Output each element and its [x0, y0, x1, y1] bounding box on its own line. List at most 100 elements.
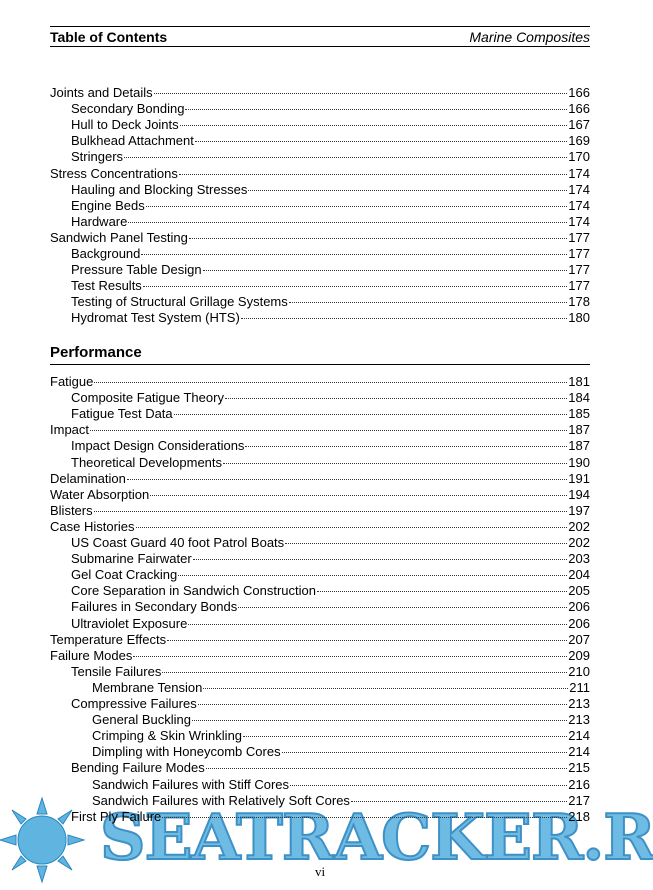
entry-title: Membrane Tension	[92, 679, 203, 695]
dot-leader	[288, 302, 568, 304]
dot-leader	[150, 494, 568, 496]
toc-entry: Composite Fatigue Theory 184	[50, 390, 590, 406]
dot-leader	[224, 398, 568, 400]
entry-page: 177	[568, 246, 590, 261]
entry-title: Fatigue	[50, 374, 94, 389]
entry-page: 197	[568, 502, 590, 518]
section-heading: Performance	[50, 344, 142, 361]
entry-page: 213	[568, 696, 590, 711]
dot-leader	[192, 559, 568, 561]
entry-title: Stress Concentrations	[50, 165, 178, 181]
toc-entry: Compressive Failures 213	[50, 696, 590, 712]
entry-page: 178	[568, 294, 590, 310]
dot-leader	[243, 736, 568, 738]
entry-page: 204	[568, 567, 590, 583]
entry-title: Ultraviolet Exposure	[71, 615, 188, 631]
section-rule	[50, 364, 590, 365]
entry-title: Blisters	[50, 502, 93, 518]
entry-page: 206	[568, 599, 590, 615]
entry-page: 203	[568, 551, 590, 567]
dot-leader	[142, 286, 568, 288]
toc-entry: Bending Failure Modes 215	[50, 760, 590, 776]
dot-leader	[178, 173, 568, 175]
dot-leader	[133, 655, 568, 657]
header-title: Table of Contents	[50, 29, 168, 45]
entry-title: Crimping & Skin Wrinkling	[92, 728, 243, 744]
dot-leader	[124, 157, 568, 159]
entry-title: Impact	[50, 422, 90, 438]
entry-title: Case Histories	[50, 518, 135, 534]
entry-page: 174	[568, 181, 590, 197]
entry-page: 191	[568, 470, 590, 486]
entry-title: Water Absorption	[50, 486, 150, 502]
entry-title: Dimpling with Honeycomb Cores	[92, 744, 281, 760]
entry-title: Temperature Effects	[50, 631, 167, 647]
entry-page: 213	[568, 712, 590, 728]
entry-page: 166	[568, 101, 590, 117]
dot-leader	[167, 639, 568, 641]
entry-page: 214	[568, 728, 590, 744]
dot-leader	[145, 205, 568, 207]
dot-leader	[153, 93, 568, 94]
entry-title: Theoretical Developments	[71, 454, 223, 470]
toc-entry: Blisters 197	[50, 503, 590, 519]
entry-page: 206	[568, 615, 590, 631]
entry-page: 181	[568, 374, 590, 389]
dot-leader	[192, 720, 568, 722]
toc-entry: Pressure Table Design 177	[50, 262, 590, 278]
entry-page: 205	[568, 583, 590, 599]
entry-page: 202	[568, 535, 590, 550]
toc-entry: Ultraviolet Exposure 206	[50, 616, 590, 632]
entry-title: Hauling and Blocking Stresses	[71, 181, 248, 197]
dot-leader	[93, 510, 568, 512]
sun-icon	[0, 796, 86, 884]
toc-entry: Hauling and Blocking Stresses 174	[50, 182, 590, 198]
dot-leader	[197, 704, 568, 705]
dot-leader	[194, 141, 568, 143]
toc-entry: Engine Beds 174	[50, 198, 590, 214]
toc-entry: Crimping & Skin Wrinkling 214	[50, 728, 590, 744]
entry-title: Hydromat Test System (HTS)	[71, 310, 240, 326]
entry-page: 169	[568, 133, 590, 149]
header-subtitle: Marine Composites	[469, 29, 590, 45]
toc-entry: Membrane Tension 211	[50, 680, 590, 696]
dot-leader	[245, 446, 568, 448]
entry-page: 190	[568, 454, 590, 470]
entry-page: 202	[568, 518, 590, 534]
entry-page: 216	[568, 776, 590, 792]
toc-entry: Hull to Deck Joints 167	[50, 117, 590, 133]
entry-title: Hardware	[71, 213, 128, 229]
toc-entry: Water Absorption 194	[50, 487, 590, 503]
toc-entry: Failures in Secondary Bonds 206	[50, 599, 590, 615]
toc-entry: Impact Design Considerations 187	[50, 438, 590, 454]
entry-title: Failure Modes	[50, 647, 133, 663]
toc-entry: First Ply Failure 218	[50, 809, 590, 825]
entry-title: Engine Beds	[71, 197, 145, 213]
toc-entry: Hardware 174	[50, 214, 590, 230]
entry-page: 215	[568, 760, 590, 776]
entry-title: Failures in Secondary Bonds	[71, 599, 238, 615]
entry-title: Sandwich Panel Testing	[50, 229, 188, 245]
toc-entry: Test Results 177	[50, 278, 590, 294]
entry-page: 217	[568, 792, 590, 808]
entry-page: 167	[568, 117, 590, 133]
entry-title: Composite Fatigue Theory	[71, 390, 224, 406]
watermark: SEATRACKER.RU	[99, 799, 653, 875]
toc-entry: Bulkhead Attachment 169	[50, 133, 590, 149]
toc-entry: Sandwich Panel Testing 177	[50, 230, 590, 246]
dot-leader	[90, 430, 568, 432]
dot-leader	[135, 526, 568, 528]
toc-entry: General Buckling 213	[50, 712, 590, 728]
dot-leader	[128, 221, 568, 223]
entry-title: Fatigue Test Data	[71, 406, 173, 422]
entry-title: Impact Design Considerations	[71, 438, 245, 454]
entry-title: Tensile Failures	[71, 663, 162, 679]
dot-leader	[188, 623, 568, 625]
toc-entry: Joints and Details 166	[50, 85, 590, 101]
header-rule	[50, 46, 590, 47]
toc-entry: Stringers 170	[50, 149, 590, 165]
entry-title: Gel Coat Cracking	[71, 567, 178, 583]
entry-title: Stringers	[71, 149, 124, 165]
entry-title: Testing of Structural Grillage Systems	[71, 294, 288, 310]
toc-entry: Delamination 191	[50, 471, 590, 487]
